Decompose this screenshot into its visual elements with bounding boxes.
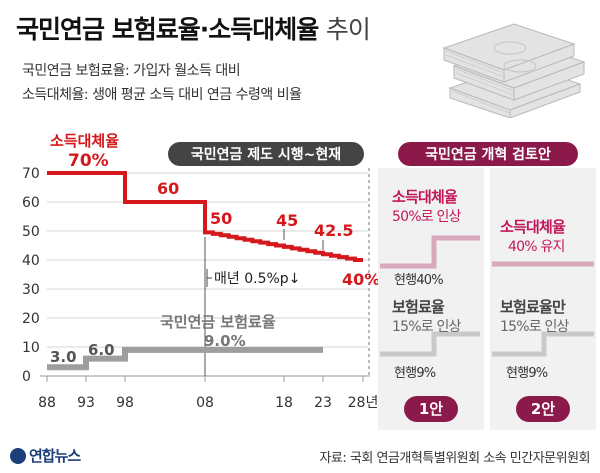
current-period-pill [168, 142, 364, 166]
note-contribution: 국민연금 보험료율: 가입자 월소득 대비 [22, 63, 241, 79]
x-tick-label: 98 [116, 395, 134, 411]
x-tick-label: 88 [38, 395, 56, 411]
annual-decrease-label: 매년 0.5%p↓ [214, 271, 300, 287]
x-tick-label: 28년 [348, 395, 379, 411]
x-tick-label: 08 [196, 395, 214, 411]
x-tick-label: 93 [77, 395, 95, 411]
plan-2-contribution-change: 15%로 인상 [500, 319, 569, 335]
plan-1-replacement-current: 현행40% [394, 273, 444, 288]
contribution-series-name: 국민연금 보험료율 [160, 313, 276, 331]
contribution-rate-line [47, 346, 323, 371]
y-tick-label: 0 [22, 369, 31, 385]
plan-2-contribution-current: 현행9% [506, 366, 548, 381]
plan-1-contribution-title: 보험료율 [392, 298, 445, 316]
plan-2-replacement-change: 40% 유지 [508, 239, 565, 255]
plan-1-contribution-change: 15%로 인상 [392, 319, 461, 335]
x-tick-label: 18 [275, 395, 293, 411]
y-tick-label: 10 [22, 340, 40, 356]
replacement-rate-line [47, 171, 363, 262]
replacement-label-70: 70% [68, 151, 109, 171]
replacement-label-50: 50 [210, 209, 232, 228]
yonhap-logo: 연합뉴스 [10, 445, 81, 466]
y-tick-label: 40 [22, 253, 40, 269]
y-tick-label: 50 [22, 224, 40, 240]
replacement-label-60: 60 [157, 179, 179, 198]
replacement-label-45: 45 [276, 211, 298, 230]
x-tick-label: 23 [314, 395, 332, 411]
replacement-series-name: 소득대체율 [50, 132, 119, 150]
plan-1-replacement-change: 50%로 인상 [392, 209, 461, 225]
source-text: 자료: 국회 연금개혁특별위원회 소속 민간자문위원회 [319, 451, 590, 466]
plan-2-replacement-title: 소득대체율 [500, 218, 566, 236]
contribution-label-9: 9.0% [204, 332, 246, 350]
plan-2-badge: 2안 [516, 396, 570, 422]
plan-1-badge: 1안 [404, 396, 458, 422]
current-period-label: 국민연금 제도 시행~현재 [191, 146, 341, 163]
title-suffix: 추이 [325, 15, 371, 44]
contribution-label-6: 6.0 [88, 341, 115, 359]
reform-review-pill [398, 142, 578, 166]
y-tick-label: 60 [22, 195, 40, 211]
plan-1-replacement-title: 소득대체율 [392, 188, 458, 206]
reform-review-label: 국민연금 개혁 검토안 [425, 146, 551, 163]
money-stack-icon [442, 23, 586, 118]
plan-2-contribution-title: 보험료율만 [500, 298, 566, 316]
yonhap-logo-text: 연합뉴스 [29, 447, 81, 465]
plan-2-panel [490, 168, 596, 430]
replacement-label-40: 40% [342, 270, 380, 289]
note-replacement: 소득대체율: 생애 평균 소득 대비 연금 수령액 비율 [22, 87, 302, 103]
decrease-label-bg [212, 266, 322, 288]
title-main: 국민연금 보험료율·소득대체율 [16, 15, 319, 44]
page-title: 국민연금 보험료율·소득대체율 추이 [16, 10, 371, 46]
plan-1-panel [378, 168, 484, 430]
y-tick-label: 20 [22, 311, 40, 327]
yonhap-logo-icon [10, 448, 26, 464]
plan-1-contribution-current: 현행9% [394, 366, 436, 381]
plan-step-lines [380, 235, 594, 357]
y-tick-label: 70 [22, 166, 40, 182]
y-tick-label: 30 [22, 282, 40, 298]
contribution-label-3: 3.0 [50, 348, 77, 366]
replacement-label-42-5: 42.5 [314, 221, 353, 240]
